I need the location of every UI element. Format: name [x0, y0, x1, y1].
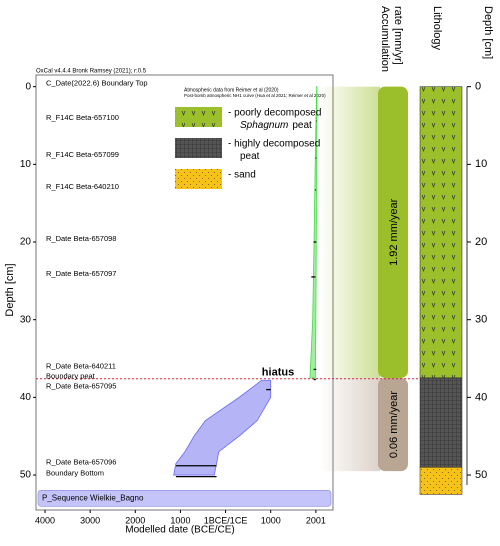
right-tick-label: 0 [475, 81, 481, 93]
sample-label: R_Date Beta-640211 [46, 361, 116, 370]
legend-swatch [175, 138, 222, 158]
sample-label: R_F14C Beta-657100 [46, 113, 119, 122]
legend-label: - poorly decomposed [228, 108, 321, 119]
y-tick-label: 10 [20, 159, 32, 170]
sample-label: C_Date(2022.6) Boundary Top [46, 79, 148, 88]
model-envelope [173, 379, 272, 476]
y-tick-label: 30 [20, 314, 32, 325]
right-tick-label: 40 [475, 391, 487, 403]
right-tick-label: 10 [475, 158, 487, 170]
x-tick-label: 2001 [306, 515, 326, 525]
note: Post-bomb atmospheric NH1 curve (Hua et … [184, 93, 326, 98]
legend-label: - sand [228, 170, 256, 181]
sample-label: R_Date Beta-657096 [46, 458, 116, 467]
zone-fade [320, 86, 380, 378]
x-tick-label: 3000 [80, 515, 100, 525]
y-tick-label: 0 [25, 81, 31, 92]
depth-title: Depth [cm] [482, 6, 494, 59]
sequence-label: P_Sequence Wielkie_Bagno [42, 493, 144, 502]
legend-italic: Sphagnum [240, 120, 288, 131]
accumulation-title: rate [mm/yr] [392, 6, 404, 65]
right-tick-label: 30 [475, 314, 487, 326]
accumulation-label: 1.92 mm/year [388, 198, 400, 266]
sample-label: R_Date Beta-657097 [46, 269, 116, 278]
hiatus-label: hiatus [262, 367, 294, 379]
legend-label-part: peat [240, 151, 260, 162]
x-tick-label: 1BCE/1CE [204, 515, 248, 525]
y-tick-label: 20 [20, 237, 32, 248]
note: Atmospheric data from Reimer et al (2020… [184, 87, 279, 93]
accumulation-label: 0.06 mm/year [388, 391, 400, 459]
sample-label: R_F14C Beta-657099 [46, 150, 119, 159]
accumulation-zone [378, 377, 408, 472]
x-tick-label: 4000 [35, 515, 55, 525]
accumulation-title: Accumulation [379, 6, 391, 72]
lithology-layer [419, 467, 463, 495]
x-axis-title: Modelled date (BCE/CE) [125, 525, 235, 536]
sequence-bar [37, 490, 332, 507]
sample-label: R_F14C Beta-640210 [46, 182, 119, 191]
legend-label: - highly decomposed [228, 139, 320, 150]
lithology-layer [419, 377, 463, 468]
right-tick-label: 50 [475, 469, 487, 481]
right-tick-label: 20 [475, 236, 487, 248]
legend-swatch [175, 107, 222, 127]
legend-swatch [175, 169, 222, 189]
sample-label: Boundary Bottom [46, 469, 104, 478]
legend-label: Sphagnum peat [240, 120, 312, 131]
y-tick-label: 50 [20, 470, 32, 481]
x-tick-label: 1000 [170, 515, 190, 525]
legend-label-part: peat [292, 120, 312, 131]
sample-label: Boundary peat [46, 371, 96, 380]
y-axis-title: Depth [cm] [4, 263, 16, 316]
lithology-title: Lithology [431, 6, 443, 51]
x-tick-label: 1000 [261, 515, 281, 525]
lithology-layer [419, 86, 463, 379]
legend-label: peat [240, 151, 260, 162]
accumulation-zone [378, 86, 408, 378]
y-tick-label: 40 [20, 392, 32, 403]
sample-label: R_Date Beta-657095 [46, 382, 116, 391]
model-envelope [309, 86, 318, 379]
header: OxCal v4.4.4 Bronk Ramsey (2021); r:0.5 [36, 69, 147, 75]
zone-fade [320, 377, 380, 472]
x-tick-label: 2000 [125, 515, 145, 525]
sample-label: R_Date Beta-657098 [46, 234, 116, 243]
